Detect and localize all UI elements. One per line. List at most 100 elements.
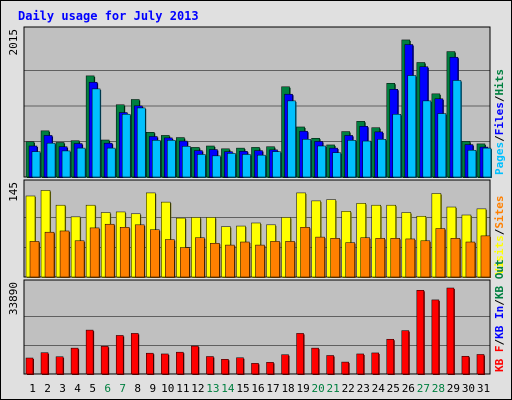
bar-kb-f-day-5: [85, 329, 95, 375]
bar-pages-day-5: [91, 88, 102, 178]
bar-kb-f-day-18: [281, 354, 290, 375]
bar-pages-day-31: [482, 147, 492, 178]
bar-kb-f-day-19: [296, 333, 305, 375]
panel-bottom-max-label: 33890: [7, 282, 20, 315]
bar-sites-day-23: [360, 237, 371, 278]
x-tick-label: 4: [74, 382, 81, 395]
x-tick-label: 24: [372, 382, 386, 395]
x-tick-label: 27: [417, 382, 430, 395]
x-tick-label: 1: [29, 382, 36, 395]
bar-pages-day-25: [392, 114, 402, 178]
bar-pages-day-3: [61, 150, 72, 178]
legend-entry: Visits: [493, 235, 506, 275]
bar-pages-day-22: [347, 140, 357, 178]
bar-sites-day-11: [180, 247, 191, 278]
bar-pages-day-14: [227, 153, 237, 178]
chart-title: Daily usage for July 2013: [18, 9, 199, 23]
bar-pages-day-19: [302, 139, 312, 178]
x-tick-label: 12: [191, 382, 204, 395]
legend-entry: KB Out: [493, 259, 506, 299]
x-tick-label: 30: [462, 382, 475, 395]
legend-entry: Hits: [493, 69, 506, 96]
bar-sites-day-29: [450, 238, 461, 278]
legend-entry: /: [493, 135, 506, 142]
bar-kb-f-day-4: [70, 347, 80, 375]
bar-pages-day-30: [467, 149, 477, 178]
bar-sites-day-31: [480, 235, 491, 278]
legend-entry: /: [493, 95, 506, 102]
bar-kb-f-day-12: [191, 345, 200, 375]
x-tick-label: 10: [161, 382, 174, 395]
bar-pages-day-27: [422, 100, 432, 178]
bar-kb-f-day-22: [341, 361, 350, 375]
x-tick-label: 9: [149, 382, 156, 395]
x-tick-label: 31: [477, 382, 490, 395]
bar-kb-f-day-9: [146, 352, 155, 375]
panel-middle-legend: Visits/Sites: [493, 196, 506, 276]
bar-sites-day-15: [240, 241, 251, 278]
bar-sites-day-30: [465, 241, 476, 278]
bar-sites-day-24: [375, 238, 386, 278]
bar-pages-day-12: [197, 154, 207, 178]
bar-kb-f-day-25: [386, 338, 395, 375]
bar-kb-f-day-29: [446, 287, 455, 375]
bar-pages-day-23: [362, 140, 372, 178]
bar-kb-f-day-30: [461, 355, 470, 375]
legend-entry: /: [493, 299, 506, 306]
bar-sites-day-28: [435, 228, 446, 278]
bar-sites-day-21: [330, 238, 341, 278]
bar-sites-day-19: [300, 227, 311, 278]
bar-pages-day-13: [212, 155, 222, 178]
bar-sites-day-26: [405, 238, 416, 278]
bar-kb-f-day-31: [476, 354, 485, 375]
x-tick-label: 15: [236, 382, 249, 395]
bar-kb-f-day-13: [206, 356, 215, 375]
bar-sites-day-25: [390, 238, 401, 278]
bar-kb-f-day-7: [115, 335, 125, 375]
legend-entry: /: [493, 339, 506, 346]
bar-sites-day-4: [74, 240, 86, 278]
x-tick-label: 28: [432, 382, 445, 395]
bar-sites-day-9: [150, 229, 161, 278]
panel-bottom-legend: KB F/KB In/KB Out: [493, 259, 506, 372]
bar-pages-day-18: [287, 100, 297, 178]
bar-kb-f-day-8: [130, 333, 140, 375]
bar-sites-day-18: [285, 241, 296, 278]
bar-pages-day-16: [257, 154, 267, 178]
x-tick-label: 17: [266, 382, 279, 395]
bar-pages-day-11: [182, 146, 192, 178]
bar-pages-day-20: [317, 145, 327, 178]
x-tick-label: 25: [387, 382, 400, 395]
bar-kb-f-day-11: [176, 351, 185, 375]
bar-pages-day-29: [452, 80, 462, 178]
bar-pages-day-8: [136, 107, 147, 178]
panel-top-max-label: 2015: [7, 29, 20, 56]
bar-pages-day-7: [121, 114, 132, 178]
x-tick-label: 5: [89, 382, 96, 395]
bar-pages-day-1: [31, 151, 41, 178]
legend-entry: KB F: [493, 346, 506, 373]
bar-sites-day-16: [255, 244, 266, 278]
bar-sites-day-3: [59, 230, 71, 278]
x-tick-label: 6: [104, 382, 111, 395]
bar-sites-day-12: [195, 237, 206, 278]
bar-kb-f-day-24: [371, 352, 380, 375]
bar-sites-day-10: [165, 239, 176, 278]
bar-sites-day-5: [89, 227, 101, 278]
bar-kb-f-day-1: [25, 357, 34, 375]
bar-sites-day-22: [345, 242, 356, 278]
bar-pages-day-10: [167, 140, 177, 178]
bar-pages-day-24: [377, 139, 387, 178]
bar-sites-day-8: [134, 224, 146, 278]
x-tick-label: 13: [206, 382, 219, 395]
bar-sites-day-1: [29, 241, 40, 278]
legend-entry: KB In: [493, 306, 506, 339]
legend-entry: Sites: [493, 196, 506, 229]
x-tick-label: 14: [221, 382, 235, 395]
x-tick-label: 26: [402, 382, 415, 395]
bar-pages-day-17: [272, 151, 282, 178]
bar-kb-f-day-23: [356, 353, 365, 375]
